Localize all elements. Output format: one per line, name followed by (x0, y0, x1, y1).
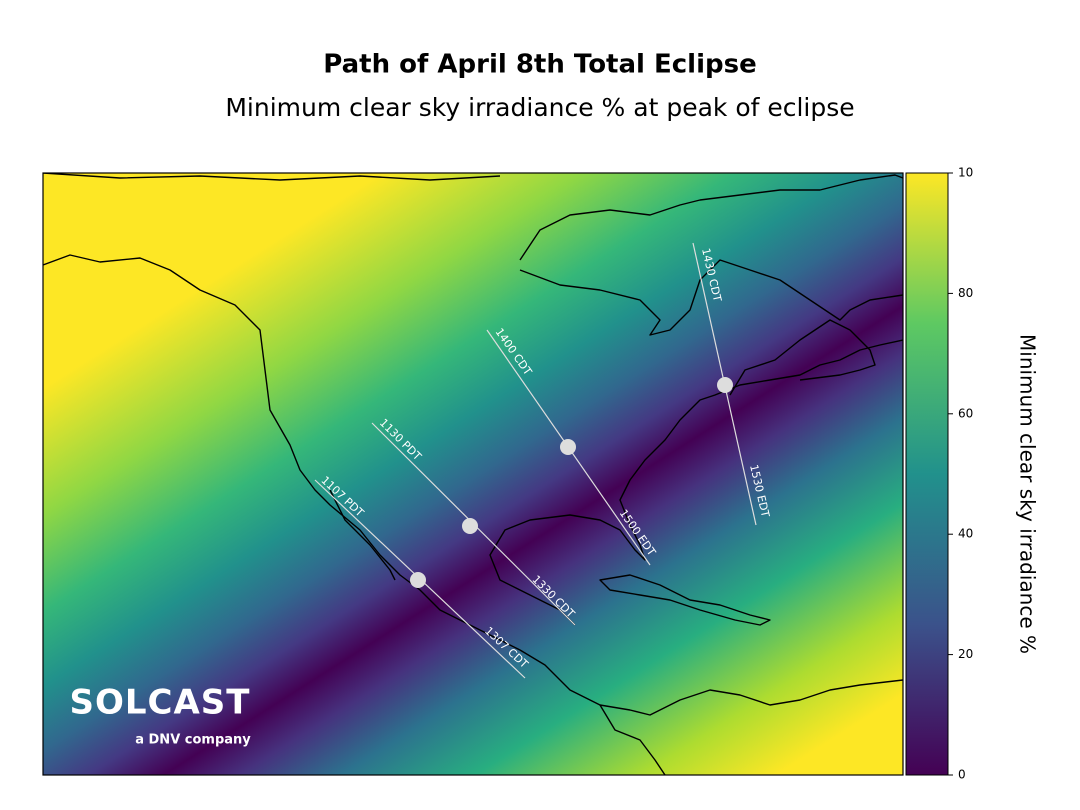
colorbar-tick-label: 20 (958, 647, 973, 661)
coastline (489, 339, 903, 626)
logo-name: SOLCAST (69, 683, 250, 723)
colorbar (905, 172, 949, 776)
colorbar-tick-label: 60 (958, 406, 973, 420)
eclipse-peaks (410, 377, 733, 588)
coastline (43, 173, 501, 181)
subtitle: Minimum clear sky irradiance % at peak o… (225, 93, 854, 122)
coastline (599, 574, 771, 626)
title: Path of April 8th Total Eclipse (323, 50, 756, 80)
colorbar-ticks: 0 20 40 60 80 10 (948, 166, 973, 782)
coastline (729, 319, 876, 396)
map (43, 173, 903, 775)
colorbar-tick-label: 80 (958, 286, 973, 300)
coastline (519, 174, 903, 261)
colorbar-tick-label: 0 (958, 768, 966, 782)
peak-point (560, 439, 576, 455)
colorbar-label: Minimum clear sky irradiance % (1016, 334, 1040, 654)
colorbar-tick-label: 40 (958, 527, 973, 541)
logo-tagline: a DNV company (135, 733, 251, 748)
colorbar-tick-label: 10 (958, 166, 973, 180)
coastline (329, 489, 396, 581)
coastline (519, 259, 903, 336)
coastline (599, 704, 666, 775)
peak-point (717, 377, 733, 393)
map-frame (42, 172, 904, 776)
peak-point (462, 518, 478, 534)
coastline (43, 254, 903, 716)
peak-point (410, 572, 426, 588)
